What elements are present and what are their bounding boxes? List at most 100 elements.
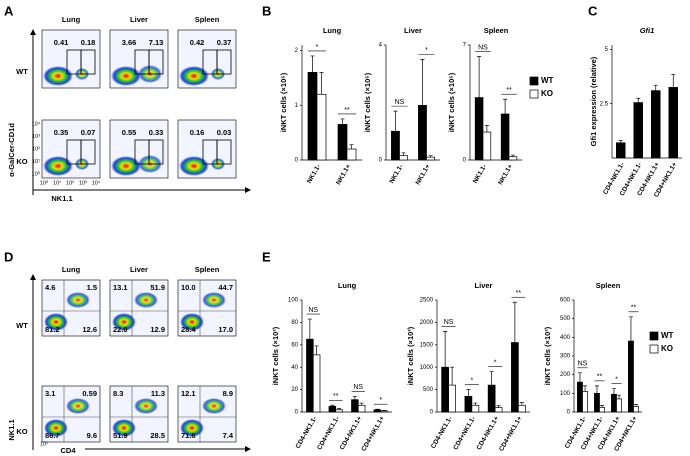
y-tick-label: 20	[291, 387, 298, 393]
density	[43, 66, 73, 86]
density	[180, 313, 204, 331]
error-bar	[484, 125, 489, 133]
y-tick-label: 1000	[420, 365, 434, 371]
density	[134, 292, 158, 308]
quadrant-value: 1.5	[87, 283, 97, 292]
y-tick-label: 80	[291, 320, 298, 326]
quadrant-value: 0.59	[82, 389, 97, 398]
error-bar	[477, 56, 482, 98]
x-tick-label: 10¹	[40, 441, 48, 447]
x-tick-label: 10⁴	[92, 179, 101, 186]
column-header: Lung	[62, 265, 81, 274]
significance: NS	[578, 361, 588, 368]
legend-label: KO	[541, 89, 553, 98]
y-tick-label: 2500	[420, 298, 434, 304]
gate-value: 0.55	[122, 128, 137, 137]
legend-label: KO	[661, 344, 673, 353]
bar	[599, 406, 605, 413]
bar	[399, 155, 408, 161]
bar	[464, 395, 473, 413]
density	[202, 292, 226, 308]
significance: NS	[308, 307, 318, 314]
y-tick-label: 10⁴	[32, 120, 41, 127]
error-bar	[443, 331, 448, 368]
y-axis-label: iNKT cells (×10³)	[406, 326, 415, 385]
x-tick-label: CD4-NK1.1-	[295, 415, 319, 449]
x-tick-label: 10²	[66, 180, 74, 186]
y-tick-label: 400	[560, 335, 571, 341]
gate-value: 0.16	[190, 128, 205, 137]
y-axis-label: α-GalCer-CD1d	[7, 123, 16, 177]
legend-swatch	[529, 76, 539, 86]
significance: **	[506, 87, 512, 94]
y-tick-label: 10⁰	[32, 170, 41, 177]
error-bar	[352, 395, 357, 400]
significance: **	[597, 374, 603, 381]
quadrant-value: 86.7	[45, 431, 60, 440]
bar	[628, 340, 634, 413]
x-tick-label: 10³	[79, 180, 87, 186]
bar	[633, 406, 639, 413]
column-header: Lung	[62, 15, 81, 24]
significance: *	[379, 397, 382, 404]
x-tick-label: 10⁰	[40, 179, 49, 186]
density	[111, 156, 141, 176]
error-bar	[340, 118, 345, 125]
y-tick-label: 0	[430, 410, 434, 416]
x-tick-label: CD4-NK1.1+	[476, 415, 501, 451]
quadrant-value: 51.9	[113, 431, 128, 440]
x-tick-label: CD4+NK1.1-	[452, 415, 477, 451]
quadrant-value: 28.5	[150, 431, 165, 440]
quadrant-value: 9.6	[87, 431, 97, 440]
y-tick-label: 600	[560, 298, 571, 304]
significance: *	[425, 47, 428, 54]
x-tick-label: CD4+NK1.1-	[316, 415, 341, 451]
quadrant-value: 8.3	[113, 389, 123, 398]
y-tick-label: 2.5	[600, 101, 609, 107]
bar	[611, 393, 617, 413]
error-bar	[519, 402, 524, 406]
bar	[328, 406, 337, 413]
chart-title: Liver	[404, 26, 422, 35]
significance: NS	[478, 44, 488, 51]
bar	[471, 404, 480, 413]
error-bar	[420, 59, 425, 106]
error-bar	[634, 404, 639, 407]
error-bar	[310, 55, 315, 73]
panel-label: D	[4, 249, 13, 264]
x-tick-label: CD4-NK1.1-	[430, 415, 454, 449]
bar	[482, 131, 492, 161]
density	[44, 419, 68, 437]
gate	[80, 49, 96, 75]
y-tick-label: 500	[423, 387, 434, 393]
density	[44, 313, 68, 331]
y-axis-label: NK1.1	[7, 419, 16, 440]
bar	[306, 338, 314, 413]
significance: NS	[395, 99, 405, 106]
y-tick-label: 0	[463, 158, 467, 164]
quadrant-value: 12.6	[82, 325, 97, 334]
bar	[391, 130, 400, 161]
x-tick-label: 10¹	[53, 180, 61, 186]
x-tick-label: NK1.1-	[388, 163, 404, 184]
quadrant-value: 13.1	[113, 283, 128, 292]
legend-label: WT	[661, 331, 674, 340]
quadrant-value: 12.9	[150, 325, 165, 334]
y-axis-label: iNKT cells (×10³)	[543, 326, 552, 385]
quadrant-value: 8.9	[223, 389, 233, 398]
quadrant-value: 7.4	[223, 431, 234, 440]
y-tick-label: 2	[295, 48, 299, 54]
quadrant-value: 44.7	[218, 283, 233, 292]
gate-value: 0.37	[217, 38, 232, 47]
bar	[668, 87, 678, 159]
gate	[80, 139, 96, 165]
error-bar	[393, 110, 398, 132]
y-tick-label: 10³	[32, 134, 40, 140]
significance: NS	[353, 384, 363, 391]
significance: *	[494, 360, 497, 367]
error-bar	[473, 402, 478, 406]
quadrant-value: 71.6	[181, 431, 196, 440]
significance: **	[631, 305, 637, 312]
density	[179, 66, 209, 86]
